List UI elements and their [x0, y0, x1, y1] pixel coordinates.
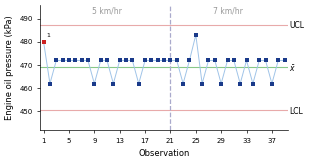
Text: 5 km/hr: 5 km/hr [92, 6, 122, 15]
Y-axis label: Engine oil pressure (kPa): Engine oil pressure (kPa) [5, 15, 14, 120]
X-axis label: Observation: Observation [138, 149, 190, 158]
Text: 1: 1 [46, 33, 50, 38]
Text: 7 km/hr: 7 km/hr [213, 6, 243, 15]
